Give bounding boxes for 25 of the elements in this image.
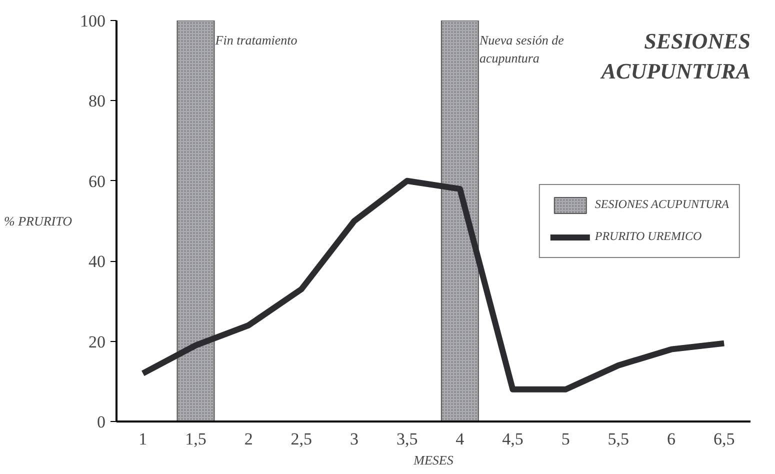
y-tick-label: 20 — [88, 332, 106, 352]
legend-label: SESIONES ACUPUNTURA — [594, 197, 729, 212]
legend-label: PRURITO UREMICO — [594, 229, 702, 244]
x-tick-label: 4,5 — [502, 430, 524, 448]
x-tick-label: 1 — [138, 430, 148, 448]
y-tick-label: 80 — [88, 92, 106, 111]
x-axis-title: MESES — [412, 452, 454, 468]
y-tick-label: 0 — [97, 412, 106, 432]
x-tick-label: 2,5 — [290, 430, 312, 448]
x-tick-label: 4 — [456, 430, 465, 448]
text: SESIONES ACUPUNTURA — [599, 28, 750, 84]
x-tick-label: 5,5 — [608, 430, 630, 448]
y-tick-label: 60 — [88, 172, 106, 191]
x-tick-label: 6,5 — [713, 430, 735, 448]
x-tick-label: 6 — [667, 430, 676, 448]
y-tick-label: 40 — [88, 252, 106, 272]
x-tick-label: 3,5 — [396, 430, 418, 448]
x-tick-label: 2 — [244, 430, 253, 448]
annotation: Fin tratamiento — [214, 32, 298, 48]
y-axis-title: % PRURITO — [4, 214, 73, 228]
y-tick-label: 100 — [80, 12, 106, 30]
x-tick-label: 5 — [561, 430, 570, 448]
annotation: Nueva sesión de acupuntura — [478, 32, 564, 66]
x-tick-label: 3 — [350, 430, 358, 448]
x-tick-label: 1,5 — [185, 430, 206, 448]
